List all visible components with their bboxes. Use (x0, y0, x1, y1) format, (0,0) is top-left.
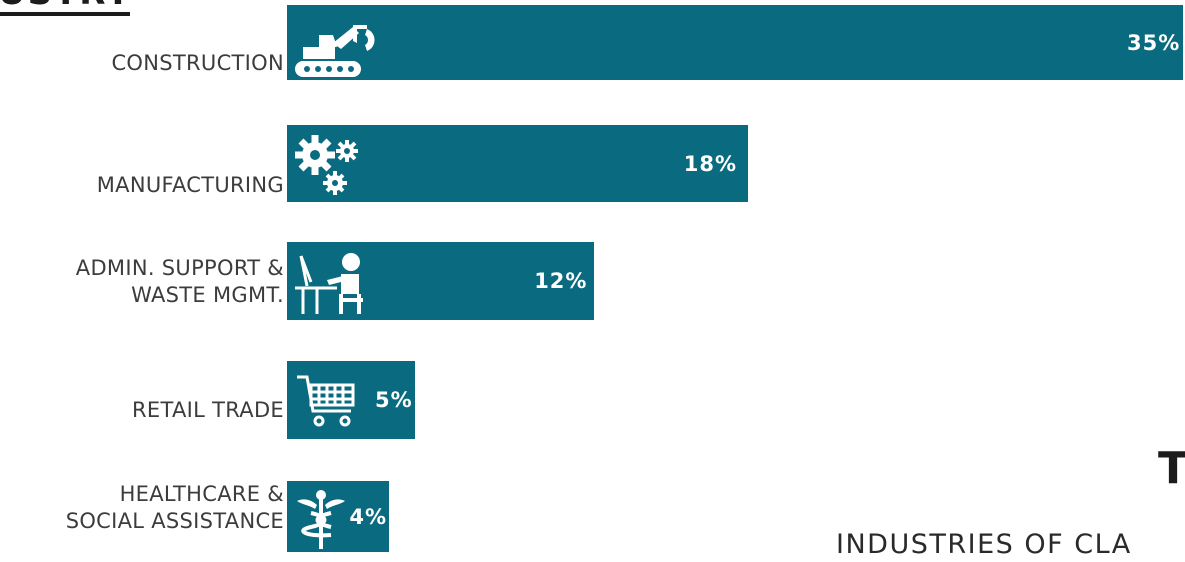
bar: 18% (287, 125, 748, 202)
bar-value-label: 5% (375, 388, 413, 412)
section-title-letter: T (1158, 443, 1185, 494)
gears-icon (293, 131, 365, 203)
bar-value-label: 35% (1127, 30, 1181, 55)
category-label: RETAIL TRADE (132, 397, 284, 424)
bar: 35% (287, 5, 1183, 80)
category-label-line: WASTE MGMT. (131, 283, 284, 307)
excavator-icon (293, 17, 385, 83)
bar-value-label: 18% (683, 151, 738, 176)
caduceus-icon (293, 485, 349, 555)
category-label-line: ADMIN. SUPPORT & (75, 256, 284, 280)
category-label-line: MANUFACTURING (96, 173, 284, 197)
category-label-line: SOCIAL ASSISTANCE (65, 509, 284, 533)
category-label: HEALTHCARE & SOCIAL ASSISTANCE (66, 481, 284, 535)
shopping-cart-icon (293, 369, 363, 435)
bar: 5% (287, 361, 415, 439)
section-subtitle: INDUSTRIES OF CLA (836, 529, 1132, 560)
category-label: CONSTRUCTION (111, 50, 284, 77)
bar-value-label: 12% (534, 269, 588, 293)
bar: 4% (287, 481, 390, 555)
category-label: MANUFACTURING (97, 172, 284, 199)
desk-worker-icon (293, 248, 369, 320)
category-label: ADMIN. SUPPORT & WASTE MGMT. (76, 255, 284, 309)
bar: 12% (287, 242, 595, 320)
bar-value-label: 4% (349, 504, 388, 529)
category-label-line: RETAIL TRADE (132, 398, 284, 422)
category-label-line: CONSTRUCTION (111, 51, 284, 75)
category-label-line: HEALTHCARE & (119, 482, 284, 506)
page-heading: USTRY (0, 0, 130, 16)
